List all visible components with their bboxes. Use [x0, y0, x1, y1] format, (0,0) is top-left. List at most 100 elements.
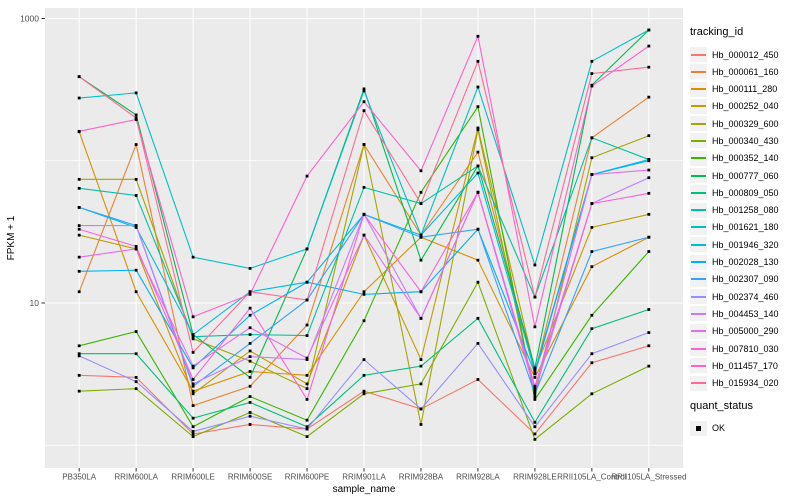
legend-key-swatch	[690, 81, 707, 97]
legend-item: Hb_005000_290	[690, 323, 798, 339]
x-tick-label: RRIM600LA	[114, 473, 158, 482]
data-point	[533, 368, 537, 372]
data-point	[476, 227, 480, 231]
legend-line-sample	[691, 139, 706, 142]
data-point	[419, 202, 423, 205]
data-point	[134, 290, 138, 294]
data-point	[134, 143, 138, 146]
legend-item: Hb_000012_450	[690, 47, 798, 62]
x-tick-label: RRIM901LA	[342, 473, 386, 482]
data-point	[191, 432, 195, 436]
legend-key-swatch	[690, 254, 707, 270]
data-point	[248, 292, 252, 296]
data-point	[476, 258, 480, 262]
x-tick-label: RRII105LA_Control	[557, 473, 627, 482]
legend-key-swatch	[690, 47, 707, 62]
data-point	[590, 392, 594, 396]
data-point	[362, 292, 366, 296]
legend-item: Hb_001946_320	[690, 237, 798, 253]
data-point	[362, 358, 366, 362]
data-point	[248, 349, 252, 353]
data-point	[77, 389, 81, 393]
data-point	[362, 392, 366, 396]
legend-title-quant-status: quant_status	[690, 399, 753, 412]
legend-item-label: Hb_011457_170	[712, 360, 778, 371]
data-point	[305, 427, 309, 431]
data-point	[590, 313, 594, 317]
data-point	[647, 44, 651, 48]
data-point	[362, 389, 366, 393]
data-point	[476, 150, 480, 154]
data-point	[191, 392, 195, 396]
legend-line-sample	[691, 53, 706, 56]
data-point	[647, 212, 651, 216]
data-point	[533, 384, 537, 388]
data-point	[248, 384, 252, 388]
data-point	[191, 378, 195, 381]
data-point	[77, 129, 81, 133]
legend-line-sample	[691, 364, 706, 367]
legend-item-label: Hb_000329_600	[712, 118, 779, 129]
data-point	[362, 143, 366, 146]
data-point	[77, 177, 81, 181]
data-point	[362, 319, 366, 323]
data-point	[248, 359, 252, 363]
data-point	[191, 384, 195, 388]
data-point	[305, 418, 309, 422]
data-point	[419, 364, 423, 368]
data-point	[134, 352, 138, 356]
data-point	[191, 382, 195, 386]
data-point	[77, 290, 81, 294]
data-point	[362, 100, 366, 104]
x-tick-label: RRIM928LE	[513, 473, 557, 482]
data-point	[533, 389, 537, 393]
legend-item-label: Hb_000809_050	[712, 187, 779, 198]
legend-item-label: Hb_001258_080	[712, 205, 779, 216]
data-point	[647, 191, 651, 195]
data-point	[362, 87, 366, 91]
data-point	[533, 295, 537, 299]
data-point	[191, 435, 195, 439]
data-point	[476, 59, 480, 63]
data-point	[134, 268, 138, 272]
legend-item-label: Hb_000061_160	[712, 66, 779, 77]
data-point	[476, 316, 480, 320]
data-point	[419, 382, 423, 386]
legend-item: Hb_000329_600	[690, 116, 798, 132]
data-point	[305, 373, 309, 377]
data-point	[590, 59, 594, 63]
legend-line-sample	[691, 122, 706, 125]
data-point	[134, 387, 138, 391]
data-point	[248, 370, 252, 373]
x-tick-label: RRIM600PE	[285, 473, 329, 482]
data-point	[533, 395, 537, 398]
data-point	[134, 113, 138, 117]
legend-key-swatch	[690, 202, 707, 218]
data-point	[134, 375, 138, 379]
data-point	[77, 255, 81, 259]
legend-line-sample	[691, 330, 706, 333]
data-point	[77, 96, 81, 100]
data-point	[419, 235, 423, 239]
data-point	[590, 84, 594, 88]
data-point	[191, 350, 195, 354]
legend-line-sample	[691, 295, 706, 298]
data-point	[191, 364, 195, 368]
legend-item-label: Hb_001621_180	[712, 222, 779, 233]
legend-line-sample	[691, 70, 706, 73]
data-point	[590, 225, 594, 229]
data-point	[77, 233, 81, 237]
data-point	[191, 389, 195, 393]
data-point	[191, 255, 195, 259]
legend-item: Hb_000809_050	[690, 185, 798, 201]
legend-item: Hb_004453_140	[690, 306, 798, 322]
legend-line-sample	[691, 347, 706, 350]
data-point	[191, 315, 195, 319]
data-point	[191, 416, 195, 420]
data-point	[305, 382, 309, 386]
legend-key-swatch	[690, 289, 707, 305]
y-tick-label: 1000	[20, 14, 39, 24]
legend-key-swatch	[690, 168, 707, 184]
data-point	[134, 330, 138, 333]
legend-key-swatch	[690, 185, 707, 201]
